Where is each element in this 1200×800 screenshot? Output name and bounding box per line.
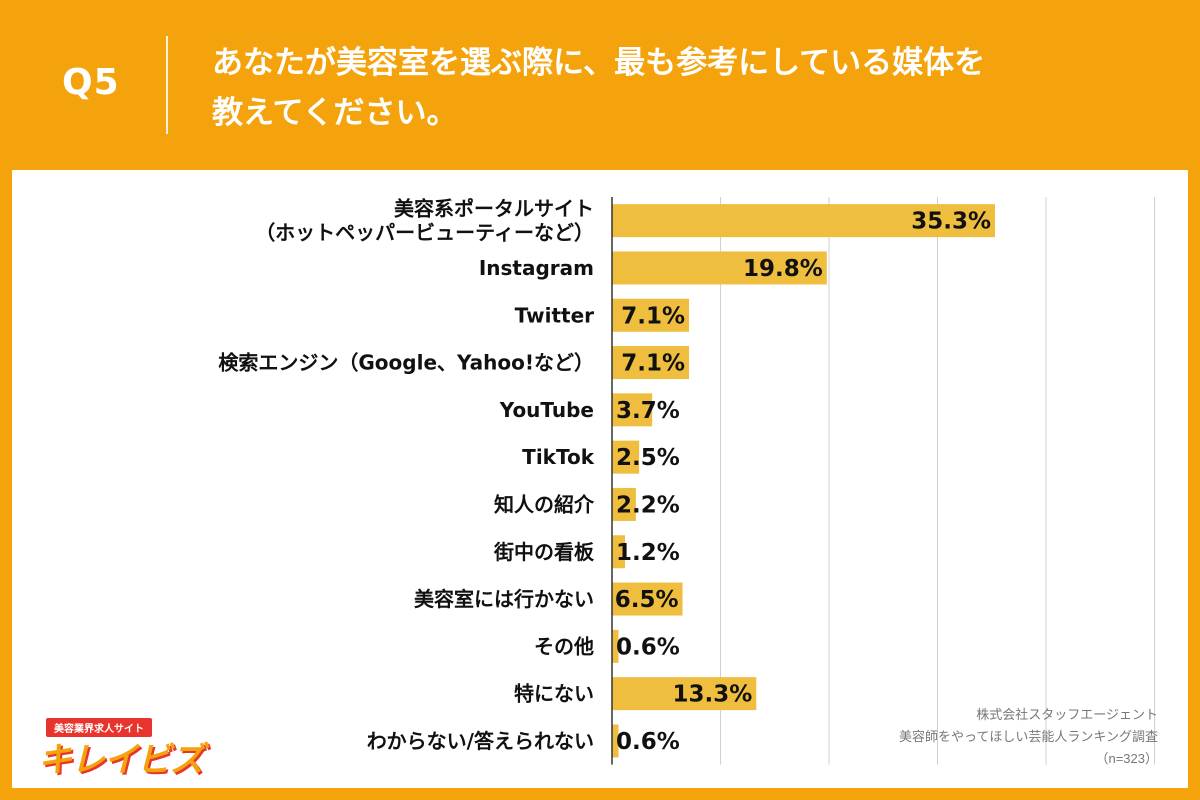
value-label: 1.2% [616, 540, 680, 566]
bar [612, 440, 640, 474]
category-label: 美容室には行かない [414, 587, 594, 611]
category-label: Twitter [515, 303, 594, 327]
header: Q5 あなたが美容室を選ぶ際に、最も参考にしている媒体を 教えてください。 [0, 0, 1200, 170]
bar-chart: 35.3% 美容系ポータルサイト（ホットペッパービューティーなど） 19.8% Ins… [218, 197, 1155, 765]
question-text: あなたが美容室を選ぶ際に、最も参考にしている媒体を 教えてください。 [212, 38, 1172, 138]
value-label: 19.8% [743, 256, 823, 282]
category-label: 街中の看板 [493, 540, 595, 564]
bar [612, 298, 690, 332]
question-line-2: 教えてください。 [212, 95, 458, 131]
bar [612, 204, 996, 238]
category-label: 検索エンジン（Google、Yahoo!など） [218, 351, 594, 375]
value-label: 0.6% [616, 729, 680, 755]
bar [612, 629, 619, 663]
value-label: 0.6% [616, 634, 680, 660]
bar [612, 251, 827, 285]
value-label: 7.1% [621, 303, 685, 329]
category-label: 知人の紹介 [494, 492, 595, 516]
logo-tagline: 美容業界求人サイト [46, 718, 152, 737]
category-label: その他 [534, 634, 594, 658]
value-label: 6.5% [615, 587, 679, 613]
kireibiz-logo: 美容業界求人サイト キレイビズ [38, 718, 228, 780]
question-line-1: あなたが美容室を選ぶ際に、最も参考にしている媒体を [212, 45, 986, 81]
source-company: 株式会社スタッフエージェント [976, 707, 1158, 722]
value-label: 2.5% [616, 445, 680, 471]
category-label: YouTube [499, 398, 594, 422]
bar [612, 677, 757, 711]
value-label: 2.2% [616, 492, 680, 518]
chart-panel: 35.3% 美容系ポータルサイト （ホットペッパービューティーなど） 19.8% Ins… [12, 170, 1188, 788]
category-label: わからない/答えられない [367, 729, 594, 753]
category-label: 美容系ポータルサイト [394, 197, 594, 221]
value-label: 3.7% [616, 398, 680, 424]
header-divider [166, 36, 168, 134]
bar [612, 393, 653, 427]
bar [612, 724, 619, 758]
source-sample-size: （n=323） [1095, 751, 1158, 766]
value-label: 13.3% [673, 682, 753, 708]
category-label: （ホットペッパービューティーなど） [255, 221, 594, 245]
bar [612, 346, 690, 380]
category-label: Instagram [479, 256, 594, 280]
bar [612, 535, 626, 569]
logo-name: キレイビズ [38, 740, 204, 780]
bar [612, 487, 636, 521]
category-label: TikTok [522, 445, 595, 469]
value-label: 35.3% [911, 209, 991, 235]
source-survey: 美容師をやってほしい芸能人ランキング調査 [899, 729, 1158, 744]
source-note: 株式会社スタッフエージェント 美容師をやってほしい芸能人ランキング調査 （n=3… [899, 704, 1158, 770]
category-label: 特にない [514, 682, 594, 706]
value-label: 7.1% [621, 351, 685, 377]
bar [612, 582, 683, 616]
question-number: Q5 [62, 62, 120, 103]
